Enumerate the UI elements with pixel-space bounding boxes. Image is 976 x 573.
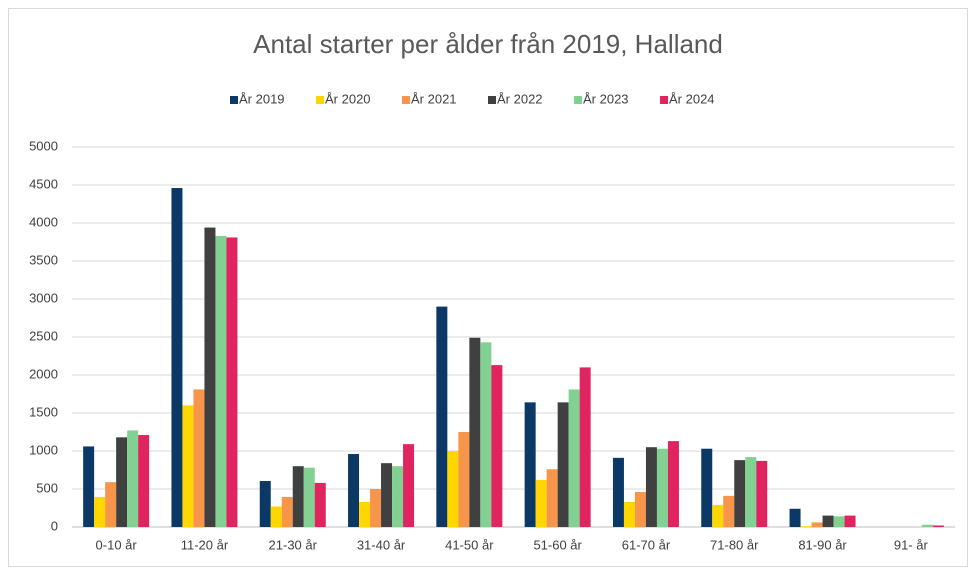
bar bbox=[403, 444, 415, 527]
bar bbox=[116, 437, 128, 527]
bar bbox=[105, 482, 117, 527]
bar bbox=[381, 463, 393, 527]
bar bbox=[612, 457, 624, 527]
bar bbox=[480, 342, 492, 527]
bar bbox=[182, 405, 194, 527]
bar bbox=[215, 235, 227, 528]
bar bbox=[436, 306, 448, 527]
legend-label: År 2023 bbox=[583, 91, 629, 106]
y-tick-label: 5000 bbox=[29, 138, 58, 153]
bar bbox=[656, 448, 668, 527]
bar bbox=[844, 515, 856, 527]
bar bbox=[370, 489, 382, 527]
legend-label: År 2022 bbox=[497, 91, 543, 106]
bar bbox=[226, 237, 238, 527]
bar bbox=[557, 402, 569, 527]
bar bbox=[800, 526, 812, 527]
bar bbox=[645, 447, 657, 527]
y-tick-label: 500 bbox=[36, 480, 58, 495]
bar bbox=[634, 492, 646, 527]
bar bbox=[447, 451, 459, 527]
y-tick-label: 3500 bbox=[29, 252, 58, 267]
bar bbox=[932, 525, 944, 527]
bar bbox=[568, 389, 580, 527]
bar bbox=[204, 227, 216, 527]
bar bbox=[270, 506, 282, 527]
bar bbox=[701, 448, 713, 527]
bar bbox=[138, 435, 150, 527]
y-tick-label: 2000 bbox=[29, 366, 58, 381]
x-tick-label: 91- år bbox=[894, 537, 929, 552]
bar bbox=[811, 522, 823, 527]
chart-title: Antal starter per ålder från 2019, Halla… bbox=[253, 29, 723, 59]
bar bbox=[712, 504, 724, 527]
bar bbox=[281, 496, 293, 527]
bar bbox=[292, 466, 304, 527]
bar bbox=[259, 481, 271, 527]
bar bbox=[469, 337, 481, 527]
bar bbox=[359, 501, 371, 527]
bar bbox=[524, 402, 536, 527]
bar bbox=[535, 479, 547, 527]
x-tick-label: 41-50 år bbox=[445, 537, 494, 552]
x-tick-label: 31-40 år bbox=[357, 537, 406, 552]
y-tick-label: 1500 bbox=[29, 404, 58, 419]
y-tick-label: 4500 bbox=[29, 176, 58, 191]
bar bbox=[392, 466, 404, 527]
legend-swatch bbox=[316, 96, 324, 104]
bar bbox=[745, 457, 757, 527]
bar bbox=[458, 432, 470, 527]
bar bbox=[734, 460, 746, 527]
y-tick-label: 1000 bbox=[29, 442, 58, 457]
y-tick-label: 2500 bbox=[29, 328, 58, 343]
bar bbox=[348, 454, 360, 527]
legend-swatch bbox=[574, 96, 582, 104]
y-tick-label: 4000 bbox=[29, 214, 58, 229]
bar bbox=[789, 508, 801, 527]
bar bbox=[193, 389, 205, 527]
bar bbox=[623, 501, 635, 527]
x-tick-label: 71-80 år bbox=[710, 537, 759, 552]
bar bbox=[303, 467, 315, 527]
bar bbox=[921, 524, 933, 527]
legend-label: År 2021 bbox=[411, 91, 457, 106]
legend-swatch bbox=[488, 96, 496, 104]
x-tick-label: 21-30 år bbox=[269, 537, 318, 552]
legend-label: År 2019 bbox=[239, 91, 285, 106]
bar bbox=[171, 188, 183, 528]
legend-swatch bbox=[230, 96, 238, 104]
bar bbox=[314, 482, 326, 527]
legend-label: År 2024 bbox=[669, 91, 715, 106]
x-tick-label: 61-70 år bbox=[622, 537, 671, 552]
bar bbox=[546, 469, 558, 527]
x-tick-label: 11-20 år bbox=[181, 537, 229, 552]
bar bbox=[83, 446, 95, 527]
legend-swatch bbox=[660, 96, 668, 104]
legend-label: År 2020 bbox=[325, 91, 371, 106]
y-tick-label: 0 bbox=[51, 518, 58, 533]
x-tick-label: 81-90 år bbox=[798, 537, 847, 552]
bar bbox=[822, 515, 834, 527]
y-tick-label: 3000 bbox=[29, 290, 58, 305]
bar bbox=[723, 495, 735, 527]
x-tick-label: 0-10 år bbox=[96, 537, 138, 552]
bar bbox=[833, 516, 845, 527]
legend-swatch bbox=[402, 96, 410, 104]
bar bbox=[667, 441, 679, 527]
bar bbox=[756, 460, 768, 527]
bar bbox=[579, 367, 591, 527]
x-tick-label: 51-60 år bbox=[533, 537, 582, 552]
bar bbox=[127, 430, 139, 527]
bar bbox=[491, 365, 503, 527]
bar bbox=[94, 496, 106, 527]
